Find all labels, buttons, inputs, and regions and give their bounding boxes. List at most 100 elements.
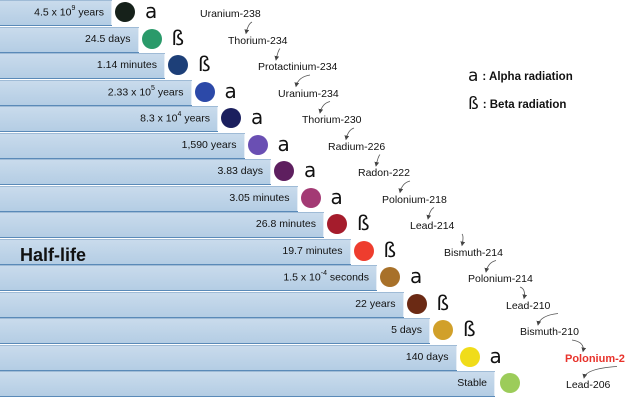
nuclide-label: Lead-206 xyxy=(566,379,611,391)
decay-step: 5 days xyxy=(0,318,430,344)
isotope-dot xyxy=(115,2,135,22)
radiation-symbol: a xyxy=(277,131,290,156)
half-life-value: 22 years xyxy=(355,298,395,310)
half-life-base: 2.33 x 10 xyxy=(107,86,151,98)
half-life-base: Stable xyxy=(457,377,487,389)
isotope-dot xyxy=(327,214,347,234)
legend-beta-label: : Beta radiation xyxy=(482,99,567,111)
nuclide-label: Bismuth-214 xyxy=(444,246,503,259)
radiation-symbol: ß xyxy=(171,25,185,50)
half-life-value: 3.05 minutes xyxy=(229,192,289,204)
nuclide-label: Radon-222 xyxy=(358,167,410,179)
isotope-dot xyxy=(300,187,321,208)
decay-step: 1.5 x 10-4 seconds xyxy=(0,265,377,291)
half-life-base: 22 years xyxy=(355,297,396,310)
legend-alpha: a: Alpha radiation xyxy=(468,66,573,86)
radiation-symbol: a xyxy=(304,158,317,182)
decay-step: 140 days xyxy=(0,344,457,371)
half-life-value: 2.33 x 105 years xyxy=(107,84,184,99)
half-life-value: 3.83 days xyxy=(217,165,263,177)
nuclide-label: Polonium-214 xyxy=(468,273,533,285)
half-life-title: Half-life xyxy=(20,245,87,265)
radiation-symbol: ß xyxy=(383,237,397,262)
half-life-base: 1.5 x 10 xyxy=(283,271,321,284)
isotope-dot xyxy=(406,293,427,314)
isotope-dot xyxy=(274,161,294,181)
legend-alpha-label: : Alpha radiation xyxy=(482,71,573,83)
nuclide-label: Thorium-234 xyxy=(228,34,288,47)
nuclide-label: Polonium-210 xyxy=(565,352,625,365)
half-life-base: 4.5 x 10 xyxy=(34,6,72,19)
half-life-base: 140 days xyxy=(405,350,449,363)
decay-step: 1,590 years xyxy=(0,132,245,159)
half-life-value: 1.14 minutes xyxy=(97,59,157,71)
radiation-symbol: a xyxy=(410,264,423,288)
decay-step: 3.05 minutes xyxy=(0,185,298,212)
half-life-unit: years xyxy=(154,86,184,98)
decay-step: 26.8 minutes xyxy=(0,212,324,238)
decay-step: 4.5 x 109 years xyxy=(0,0,112,26)
nuclide-label: Lead-210 xyxy=(506,299,551,312)
beta-symbol: ß xyxy=(468,94,479,114)
radiation-symbol: ß xyxy=(463,317,476,341)
half-life-base: 24.5 days xyxy=(84,32,131,45)
nuclide-label: Protactinium-234 xyxy=(258,61,338,73)
half-life-value: 26.8 minutes xyxy=(256,218,316,230)
half-life-value: 24.5 days xyxy=(85,33,131,45)
half-life-exponent: 9 xyxy=(71,5,76,12)
half-life-value: Stable xyxy=(457,377,487,389)
nuclide-label: Uranium-234 xyxy=(278,87,339,100)
half-life-value: 140 days xyxy=(406,351,449,363)
half-life-base: 19.7 minutes xyxy=(282,244,343,257)
radiation-symbol: a xyxy=(224,78,237,103)
decay-step: Stable xyxy=(0,371,495,397)
half-life-value: 1,590 years xyxy=(182,139,237,151)
half-life-value: 19.7 minutes xyxy=(282,245,342,257)
radiation-symbol: a xyxy=(145,0,158,23)
radiation-symbol: ß xyxy=(436,290,450,315)
half-life-base: 5 days xyxy=(391,324,422,336)
half-life-exponent: -4 xyxy=(320,270,327,277)
half-life-unit: seconds xyxy=(326,271,369,284)
half-life-value: 8.3 x 104 years xyxy=(140,111,210,125)
nuclide-label: Thorium-230 xyxy=(302,114,362,126)
nuclide-label: Bismuth-210 xyxy=(520,326,579,338)
half-life-exponent: 4 xyxy=(177,111,182,118)
half-life-value: 5 days xyxy=(391,324,422,336)
isotope-dot xyxy=(141,28,162,49)
decay-step: 24.5 days xyxy=(0,26,139,53)
half-life-base: 3.05 minutes xyxy=(229,191,290,204)
decay-step: 2.33 x 105 years xyxy=(0,79,192,106)
decay-step: 8.3 x 104 years xyxy=(0,106,218,132)
half-life-unit: years xyxy=(181,112,210,125)
half-life-value: 4.5 x 109 years xyxy=(34,5,104,19)
isotope-dot xyxy=(194,81,215,102)
nuclide-label: Radium-226 xyxy=(328,140,386,153)
decay-step: 1.14 minutes xyxy=(0,53,165,79)
radiation-symbol: a xyxy=(251,105,264,129)
half-life-base: 1,590 years xyxy=(181,138,237,151)
isotope-dot xyxy=(353,240,374,261)
alpha-symbol: a xyxy=(468,66,479,86)
decay-step: 3.83 days xyxy=(0,159,271,185)
radiation-symbol: a xyxy=(330,184,343,209)
half-life-base: 26.8 minutes xyxy=(255,218,316,230)
radiation-symbol: ß xyxy=(357,211,370,235)
half-life-unit: years xyxy=(75,6,104,19)
isotope-dot xyxy=(221,108,241,128)
radiation-symbol: ß xyxy=(198,52,211,76)
isotope-dot xyxy=(168,55,188,75)
half-life-base: 1.14 minutes xyxy=(96,59,157,71)
half-life-value: 1.5 x 10-4 seconds xyxy=(283,270,369,284)
isotope-dot xyxy=(433,320,453,340)
half-life-exponent: 5 xyxy=(151,84,155,92)
nuclide-label: Lead-214 xyxy=(410,220,455,232)
isotope-dot xyxy=(380,267,400,287)
half-life-base: 8.3 x 10 xyxy=(140,112,178,125)
decay-step: 22 years xyxy=(0,291,404,318)
isotope-dot xyxy=(459,346,480,367)
isotope-dot xyxy=(247,134,268,155)
decay-step: 19.7 minutes xyxy=(0,238,351,265)
half-life-base: 3.83 days xyxy=(217,165,263,177)
